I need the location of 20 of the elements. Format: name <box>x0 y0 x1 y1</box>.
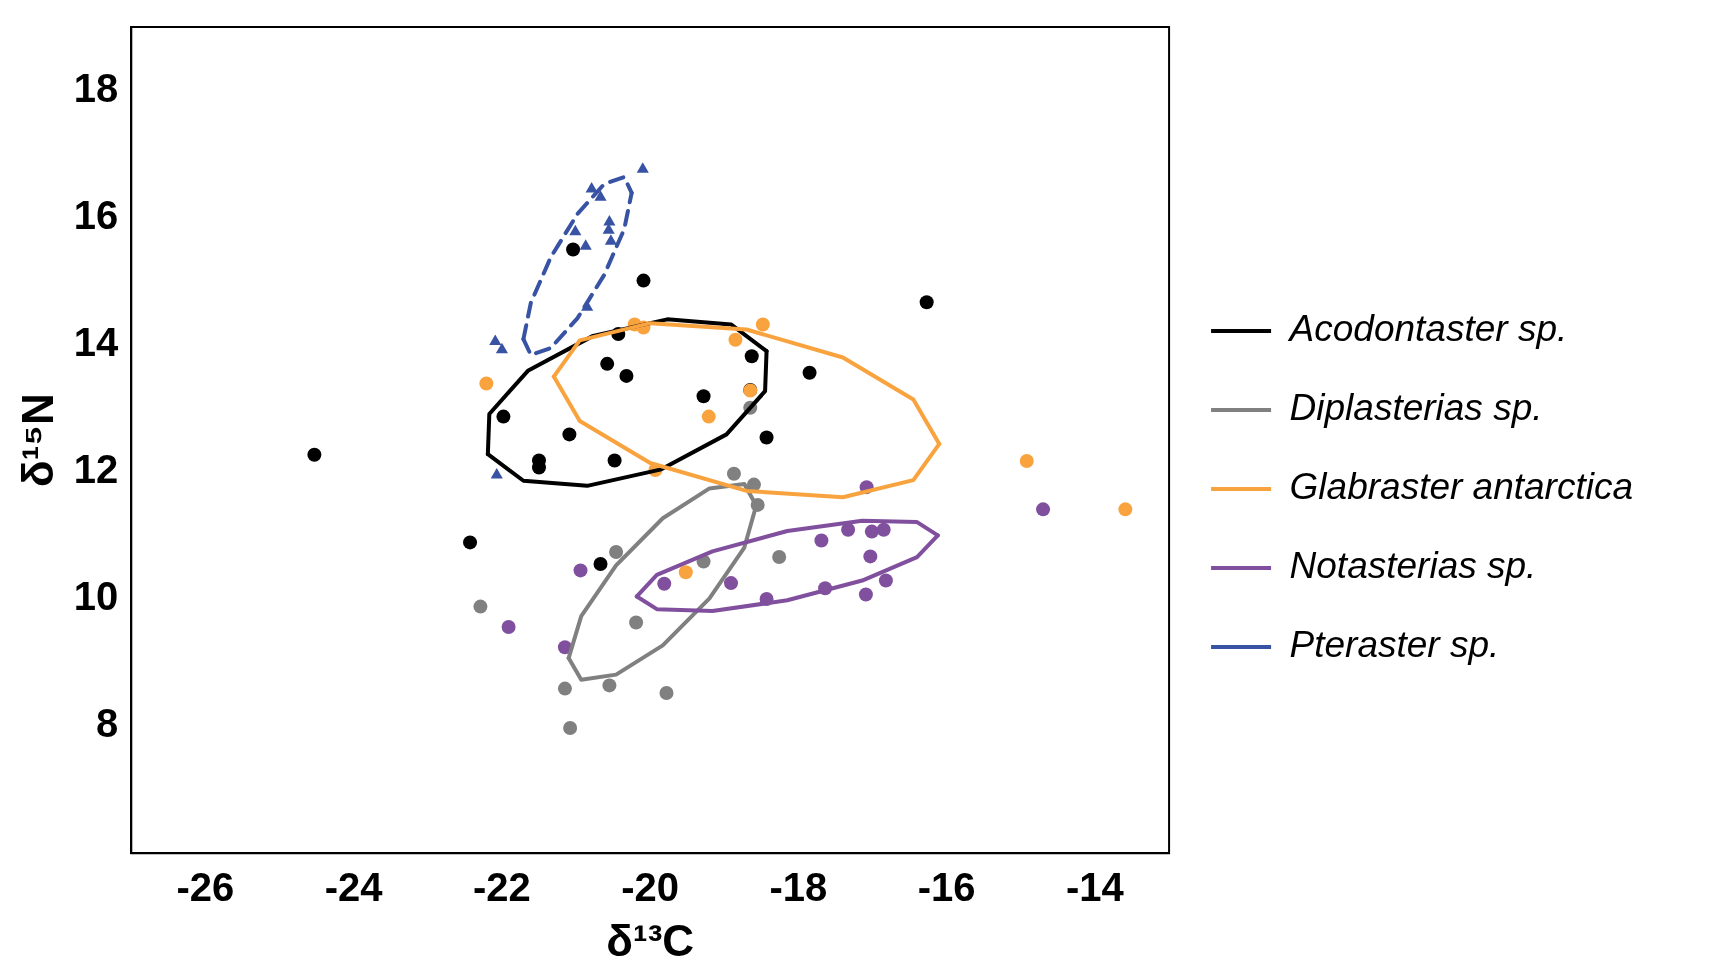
legend-label: Diplasterias sp. <box>1289 387 1543 429</box>
y-tick-label: 14 <box>73 319 120 364</box>
legend-label: Notasterias sp. <box>1289 545 1537 587</box>
x-tick-label: -18 <box>769 865 828 910</box>
x-axis-title: δ¹³C <box>606 915 695 965</box>
x-tick-label: -16 <box>917 865 976 910</box>
y-tick-label: 8 <box>96 701 119 746</box>
x-tick-label: -22 <box>473 865 531 910</box>
x-tick-label: -26 <box>176 865 235 910</box>
y-tick-label: 18 <box>73 65 119 110</box>
y-tick-label: 12 <box>73 446 119 491</box>
y-axis-title: δ¹⁵N <box>12 393 62 487</box>
y-tick-label: 10 <box>73 574 119 619</box>
x-tick-label: -24 <box>324 865 384 910</box>
legend-label: Pteraster sp. <box>1289 624 1500 666</box>
x-tick-label: -20 <box>621 865 680 910</box>
x-tick-label: -14 <box>1066 865 1125 910</box>
y-tick-label: 16 <box>73 192 119 237</box>
legend-label: Acodontaster sp. <box>1287 308 1568 350</box>
legend-label: Glabraster antarctica <box>1289 466 1634 508</box>
